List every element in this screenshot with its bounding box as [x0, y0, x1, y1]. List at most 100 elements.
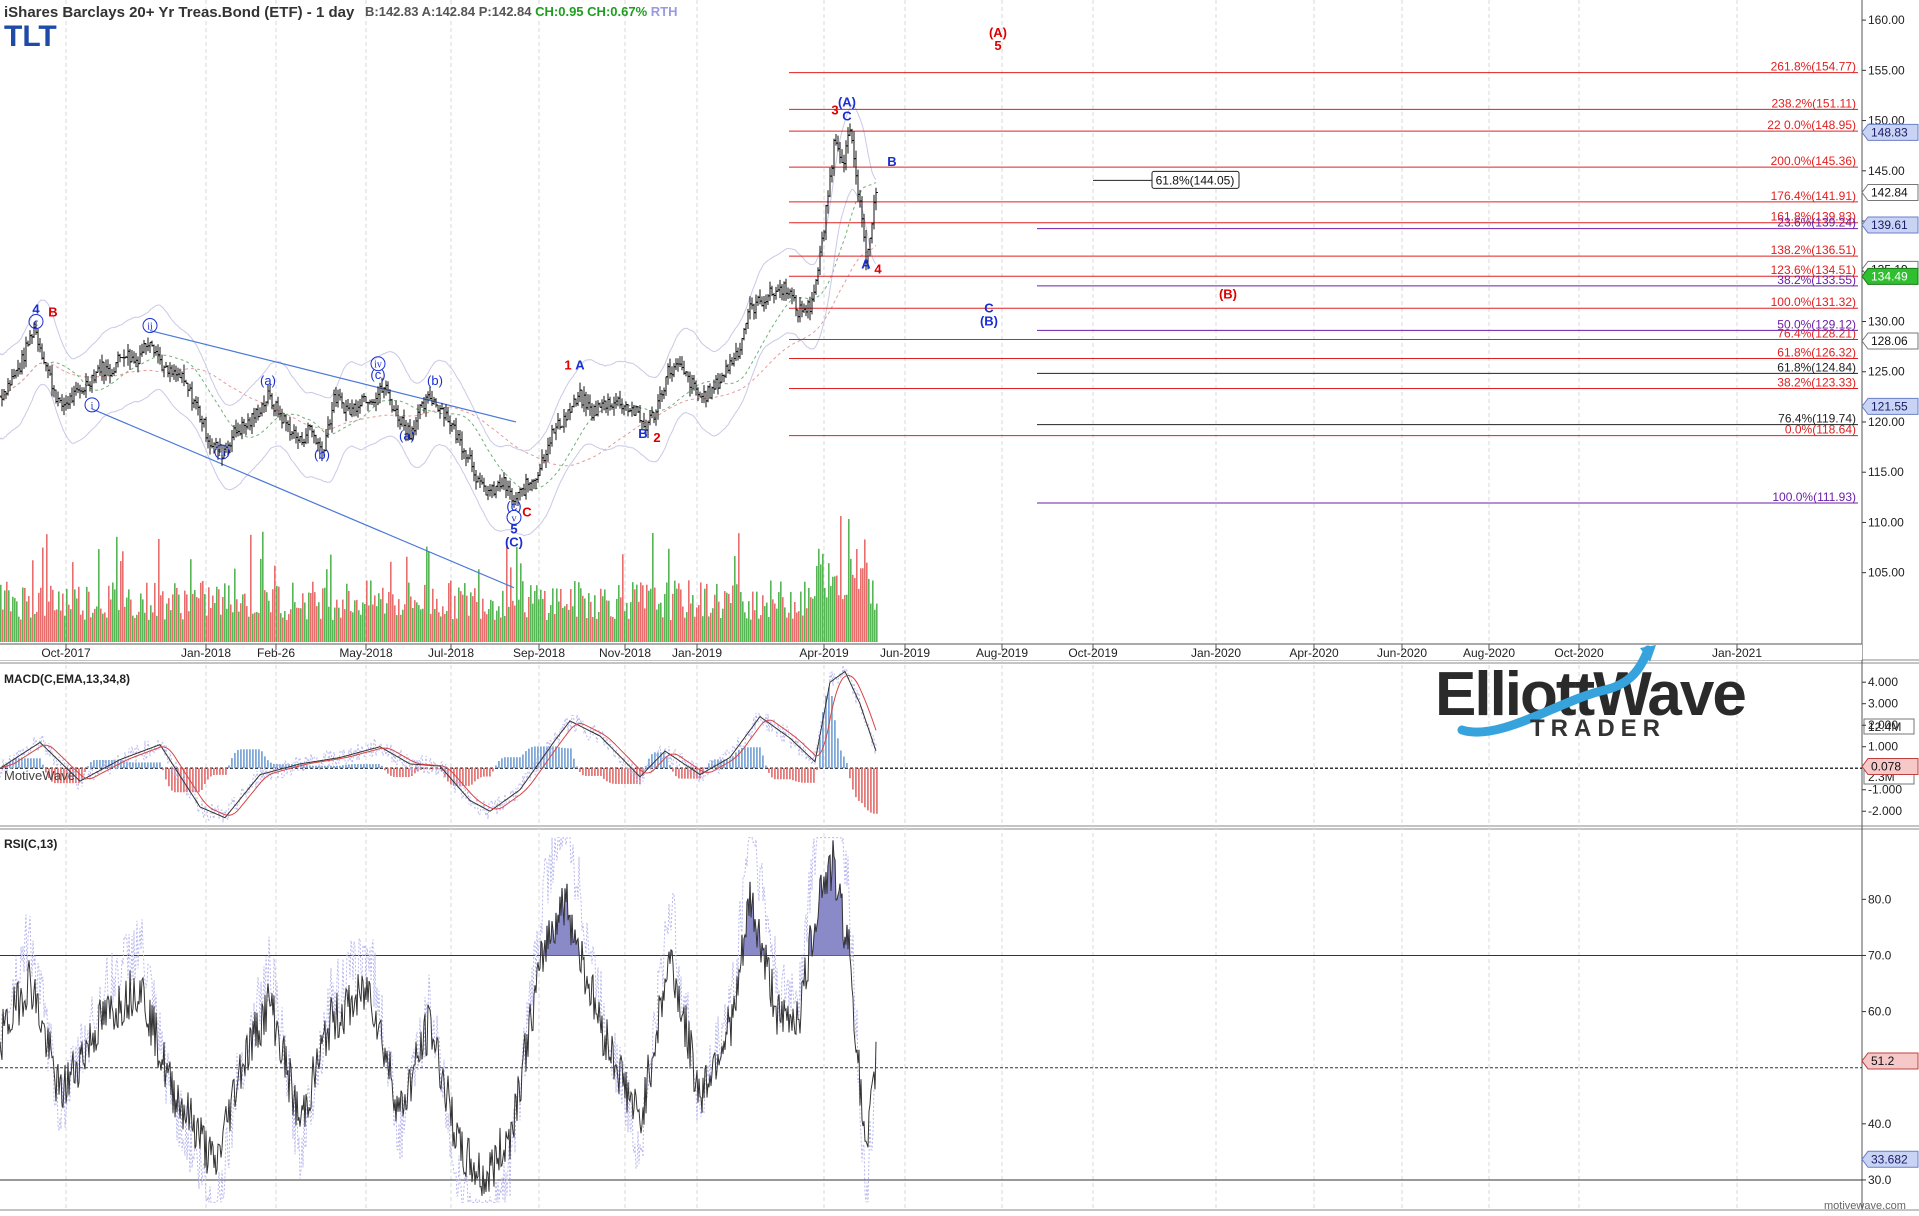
wave-label: 2	[653, 430, 660, 445]
macd-histogram-bar	[42, 764, 44, 769]
macd-histogram-bar	[252, 749, 254, 769]
macd-histogram-bar	[738, 749, 740, 769]
y-axis-tick-label: 2.000	[1868, 718, 1898, 732]
volume-bar	[274, 565, 276, 642]
volume-bar	[780, 581, 782, 642]
macd-histogram-bar	[876, 768, 878, 814]
volume-bar	[768, 616, 770, 642]
volume-bar	[566, 604, 568, 642]
macd-histogram-bar	[546, 746, 548, 769]
volume-bar	[110, 599, 112, 642]
macd-histogram-bar	[276, 764, 278, 769]
volume-bar	[422, 608, 424, 642]
macd-histogram-bar	[237, 750, 239, 769]
volume-bar	[410, 596, 412, 642]
price-badge	[1861, 123, 1919, 141]
macd-histogram-bar	[681, 768, 683, 779]
macd-histogram-bar	[486, 768, 488, 777]
volume-bar	[698, 605, 700, 642]
volume-bar	[654, 587, 656, 642]
macd-signal-line	[0, 675, 877, 816]
volume-bar	[100, 608, 102, 642]
volume-bar	[266, 592, 268, 642]
macd-histogram-bar	[27, 758, 29, 769]
wave-label: i	[91, 401, 94, 412]
volume-bar	[554, 614, 556, 642]
macd-histogram-bar	[183, 768, 185, 793]
wave-label: 1	[564, 358, 571, 373]
y-axis-tick-label: 3.000	[1868, 697, 1898, 711]
volume-bar	[864, 539, 866, 642]
macd-histogram-bar	[81, 768, 83, 781]
volume-bar	[328, 606, 330, 642]
macd-histogram-bar	[693, 768, 695, 779]
wave-label: iv	[374, 360, 382, 371]
volume-bar	[392, 594, 394, 642]
x-axis-tick-label: Jan-2020	[1191, 646, 1241, 660]
volume-bar	[474, 588, 476, 642]
volume-bar	[202, 580, 204, 642]
volume-bar	[584, 598, 586, 642]
macd-histogram-bar	[621, 768, 623, 784]
macd-histogram-bar	[219, 768, 221, 775]
macd-histogram-bar	[765, 765, 767, 769]
chart-title: iShares Barclays 20+ Yr Treas.Bond (ETF)…	[4, 4, 355, 21]
volume-bar	[438, 612, 440, 642]
volume-bar	[524, 612, 526, 642]
logo-wave-swoosh	[1457, 645, 1653, 737]
volume-bar	[330, 554, 332, 642]
volume-bar	[518, 599, 520, 642]
price-badge-label: 51.2	[1871, 1054, 1895, 1068]
wave-label: 3	[831, 103, 838, 118]
y-axis-tick-label: 70.0	[1868, 948, 1892, 962]
macd-histogram-bar	[837, 738, 839, 769]
macd-histogram-bar	[828, 687, 830, 769]
volume-bar	[86, 586, 88, 642]
volume-bar	[310, 593, 312, 642]
volume-bar	[660, 602, 662, 642]
macd-histogram-bar	[345, 764, 347, 769]
macd-histogram-bar	[624, 768, 626, 784]
macd-histogram-bar	[609, 768, 611, 783]
macd-histogram-bar	[156, 762, 158, 769]
volume-bar	[788, 612, 790, 642]
volume-bar	[56, 609, 58, 642]
macd-histogram-bar	[354, 764, 356, 769]
volume-bar	[482, 598, 484, 642]
volume-bar	[484, 611, 486, 642]
volume-bar	[604, 589, 606, 642]
macd-histogram-bar	[786, 768, 788, 780]
wave-label: c	[34, 318, 39, 329]
volume-bar	[588, 593, 590, 642]
macd-histogram-bar	[768, 768, 770, 773]
volume-bar	[848, 519, 850, 642]
macd-histogram-bar	[150, 762, 152, 769]
volume-bar	[650, 588, 652, 642]
volume-bar	[156, 615, 158, 642]
wave-label-circle	[506, 509, 522, 525]
volume-bar	[862, 568, 864, 642]
volume-bar	[60, 610, 62, 642]
volume-bar	[450, 580, 452, 642]
macd-histogram-bar	[405, 768, 407, 778]
volume-bar	[824, 587, 826, 642]
wave-label: v	[512, 513, 517, 524]
volume-bar	[562, 607, 564, 642]
volume-bar	[522, 581, 524, 642]
chart-grid: Oct-2017 Jan-2018 Feb-26 May-2018 Jul-2018 Se…	[0, 0, 1862, 1210]
fib-level-label: 38.2%(123.33)	[1777, 376, 1856, 390]
volume-bar	[102, 613, 104, 642]
volume-bar	[112, 582, 114, 642]
volume-bar	[830, 585, 832, 642]
macd-histogram-bar	[240, 749, 242, 769]
volume-bar	[0, 584, 2, 642]
macd-histogram-bar	[33, 758, 35, 769]
volume-bar	[872, 580, 874, 642]
volume-bar	[386, 603, 388, 642]
volume-bar	[210, 607, 212, 642]
volume-bar	[306, 619, 308, 642]
macd-histogram-bar	[228, 765, 230, 769]
volume-bar	[774, 603, 776, 642]
volume-bar	[812, 598, 814, 642]
volume-bar	[162, 591, 164, 642]
